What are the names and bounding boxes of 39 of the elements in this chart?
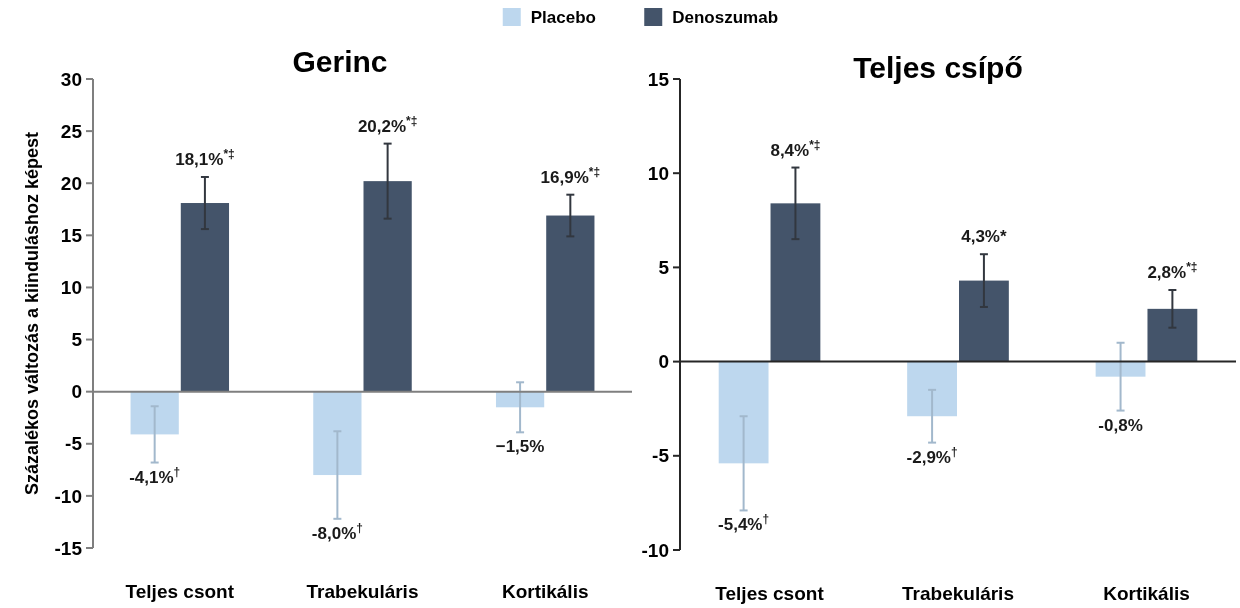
x-tick-label: Trabekuláris [306,581,419,602]
y-tick-label: -10 [54,485,82,507]
x-tick-label: Kortikális [1103,583,1190,604]
y-tick-label: 0 [658,351,669,373]
data-label: 8,4%$^{*‡}$ [770,137,821,160]
y-tick-label: 25 [60,120,83,142]
y-tick-label: 5 [71,329,83,351]
y-tick-label: 0 [71,381,82,403]
y-tick-label: -15 [54,537,83,559]
y-tick-label: 10 [60,277,82,299]
y-tick-label: 10 [647,162,669,184]
data-label: -2,9%$^{†}$ [906,444,958,467]
y-axis-title: Százalékos változás a kiinduláshoz képest [22,131,42,496]
data-label: -5,4%$^{†}$ [718,512,770,535]
data-label: 18,1%$^{*‡}$ [175,146,235,169]
x-tick-label: Kortikális [501,581,589,602]
data-label: 2,8%$^{*‡}$ [1147,260,1198,283]
data-label: -8,0%$^{†}$ [311,520,363,543]
legend-label: Denoszumab [672,7,779,27]
y-tick-label: -10 [641,539,669,561]
y-tick-label: 30 [60,68,82,90]
data-label: 4,3%* [961,227,1007,247]
y-tick-label: -5 [65,433,83,455]
data-label: -0,8% [1098,415,1143,435]
chart-title: Gerinc [292,45,388,78]
y-tick-label: -5 [652,445,670,467]
y-tick-label: 15 [60,224,83,246]
y-tick-label: 5 [658,257,670,279]
y-tick-label: 15 [647,68,670,90]
x-tick-label: Trabekuláris [902,583,1014,604]
chart-title: Teljes csípő [853,51,1023,84]
data-label: −1,5% [495,437,545,457]
x-tick-label: Teljes csont [125,581,235,602]
data-label: -4,1%$^{†}$ [129,464,181,487]
y-tick-label: 20 [60,172,82,194]
x-tick-label: Teljes csont [715,583,825,604]
data-label: 16,9%$^{*‡}$ [540,164,601,187]
data-label: 20,2%$^{*‡}$ [357,113,418,136]
legend-label: Placebo [530,7,596,27]
